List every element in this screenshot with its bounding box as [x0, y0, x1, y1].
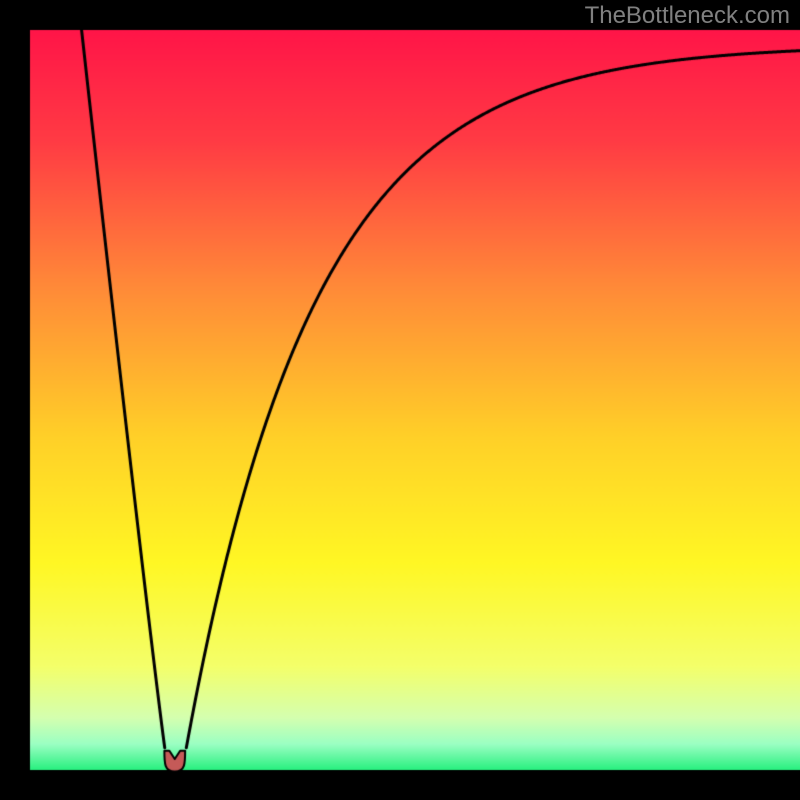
bottleneck-chart	[0, 0, 800, 800]
